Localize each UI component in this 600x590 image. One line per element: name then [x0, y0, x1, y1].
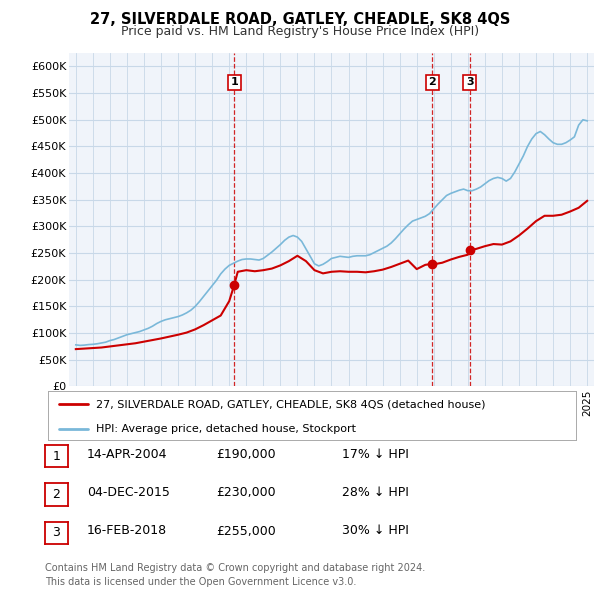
Text: £255,000: £255,000	[216, 525, 276, 537]
Text: Contains HM Land Registry data © Crown copyright and database right 2024.
This d: Contains HM Land Registry data © Crown c…	[45, 563, 425, 587]
Text: £230,000: £230,000	[216, 486, 275, 499]
Text: 3: 3	[52, 526, 61, 539]
Text: Price paid vs. HM Land Registry's House Price Index (HPI): Price paid vs. HM Land Registry's House …	[121, 25, 479, 38]
Text: 1: 1	[52, 450, 61, 463]
Text: 04-DEC-2015: 04-DEC-2015	[87, 486, 170, 499]
Text: 3: 3	[466, 77, 474, 87]
Text: HPI: Average price, detached house, Stockport: HPI: Average price, detached house, Stoc…	[95, 424, 356, 434]
Text: 30% ↓ HPI: 30% ↓ HPI	[342, 525, 409, 537]
Text: 28% ↓ HPI: 28% ↓ HPI	[342, 486, 409, 499]
Text: 2: 2	[52, 488, 61, 501]
Text: 1: 1	[230, 77, 238, 87]
Text: 14-APR-2004: 14-APR-2004	[87, 448, 167, 461]
Text: 17% ↓ HPI: 17% ↓ HPI	[342, 448, 409, 461]
Text: 2: 2	[428, 77, 436, 87]
Text: £190,000: £190,000	[216, 448, 275, 461]
Text: 27, SILVERDALE ROAD, GATLEY, CHEADLE, SK8 4QS (detached house): 27, SILVERDALE ROAD, GATLEY, CHEADLE, SK…	[95, 399, 485, 409]
Text: 16-FEB-2018: 16-FEB-2018	[87, 525, 167, 537]
Text: 27, SILVERDALE ROAD, GATLEY, CHEADLE, SK8 4QS: 27, SILVERDALE ROAD, GATLEY, CHEADLE, SK…	[90, 12, 510, 27]
